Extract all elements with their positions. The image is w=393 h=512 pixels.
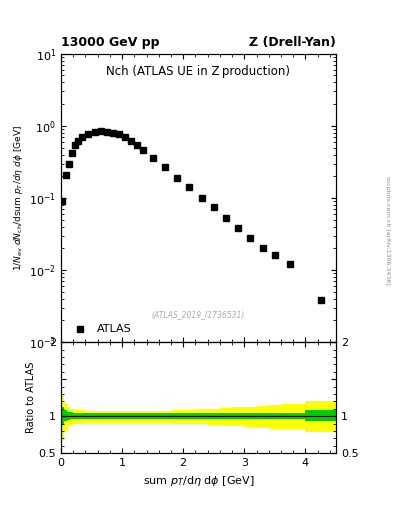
ATLAS: [260, 245, 265, 251]
ATLAS: [187, 184, 192, 190]
ATLAS: [288, 261, 292, 267]
Text: Z (Drell-Yan): Z (Drell-Yan): [249, 36, 336, 49]
ATLAS: [236, 225, 241, 231]
Text: Nch (ATLAS UE in Z production): Nch (ATLAS UE in Z production): [107, 66, 290, 78]
ATLAS: [123, 134, 127, 140]
ATLAS: [129, 138, 134, 144]
ATLAS: [75, 138, 80, 144]
Text: 13000 GeV pp: 13000 GeV pp: [61, 36, 160, 49]
ATLAS: [86, 131, 91, 137]
ATLAS: [66, 160, 71, 166]
Text: mcplots.cern.ch [arXiv:1306.3436]: mcplots.cern.ch [arXiv:1306.3436]: [385, 176, 389, 285]
ATLAS: [105, 129, 109, 135]
ATLAS: [60, 198, 65, 204]
ATLAS: [69, 150, 74, 156]
ATLAS: [224, 216, 228, 222]
ATLAS: [141, 147, 146, 153]
ATLAS: [110, 130, 115, 136]
Legend: ATLAS: ATLAS: [66, 322, 134, 336]
ATLAS: [63, 172, 68, 178]
ATLAS: [150, 155, 155, 161]
ATLAS: [318, 297, 323, 304]
Y-axis label: $1/N_\mathrm{ev}\ dN_\mathrm{ch}/\mathrm{dsum}\ p_T/d\eta\ d\phi\ [\mathrm{GeV}]: $1/N_\mathrm{ev}\ dN_\mathrm{ch}/\mathrm…: [12, 125, 25, 271]
Y-axis label: Ratio to ATLAS: Ratio to ATLAS: [26, 362, 36, 433]
ATLAS: [80, 134, 84, 140]
ATLAS: [248, 235, 253, 241]
ATLAS: [98, 128, 103, 134]
ATLAS: [211, 204, 216, 210]
X-axis label: sum $p_T$/d$\eta$ d$\phi$ [GeV]: sum $p_T$/d$\eta$ d$\phi$ [GeV]: [143, 474, 254, 487]
Text: (ATLAS_2019_I1736531): (ATLAS_2019_I1736531): [152, 310, 245, 319]
ATLAS: [199, 195, 204, 201]
ATLAS: [162, 164, 167, 170]
ATLAS: [272, 252, 277, 259]
ATLAS: [175, 175, 180, 181]
ATLAS: [135, 141, 140, 147]
ATLAS: [92, 129, 97, 135]
Line: ATLAS: ATLAS: [60, 129, 323, 303]
ATLAS: [117, 132, 121, 138]
ATLAS: [72, 141, 77, 147]
